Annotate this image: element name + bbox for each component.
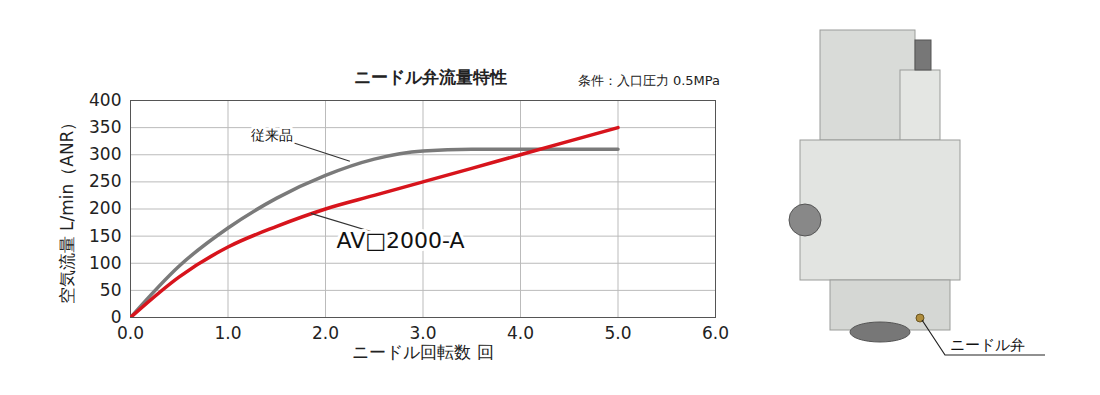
svg-text:400: 400 <box>89 90 121 110</box>
html-text:ニードル弁流量特性: ニードル弁流量特性 <box>353 67 507 87</box>
svg-text:5.0: 5.0 <box>604 323 631 343</box>
svg-text:350: 350 <box>89 117 121 137</box>
svg-text:2.0: 2.0 <box>312 323 339 343</box>
svg-text:AV□2000-A: AV□2000-A <box>337 228 465 253</box>
svg-text:3.0: 3.0 <box>409 323 436 343</box>
svg-text:300: 300 <box>89 144 121 164</box>
svg-text:4.0: 4.0 <box>507 323 534 343</box>
svg-text:従来品: 従来品 <box>251 127 293 143</box>
svg-text:50: 50 <box>100 280 122 300</box>
svg-text:150: 150 <box>89 226 121 246</box>
svg-text:250: 250 <box>89 171 121 191</box>
svg-text:0.0: 0.0 <box>117 322 144 343</box>
svg-text:100: 100 <box>89 253 121 273</box>
svg-text:ニードル回転数 回: ニードル回転数 回 <box>352 342 493 362</box>
svg-text:ニードル弁: ニードル弁 <box>950 336 1025 354</box>
svg-text:1.0: 1.0 <box>214 323 241 343</box>
svg-text:空気流量 L/min（ANR）: 空気流量 L/min（ANR） <box>57 114 77 305</box>
svg-text:6.0: 6.0 <box>702 323 729 343</box>
html-text:条件：入口圧力 0.5MPa: 条件：入口圧力 0.5MPa <box>577 73 720 88</box>
svg-text:0: 0 <box>111 307 122 327</box>
svg-text:200: 200 <box>89 198 121 218</box>
